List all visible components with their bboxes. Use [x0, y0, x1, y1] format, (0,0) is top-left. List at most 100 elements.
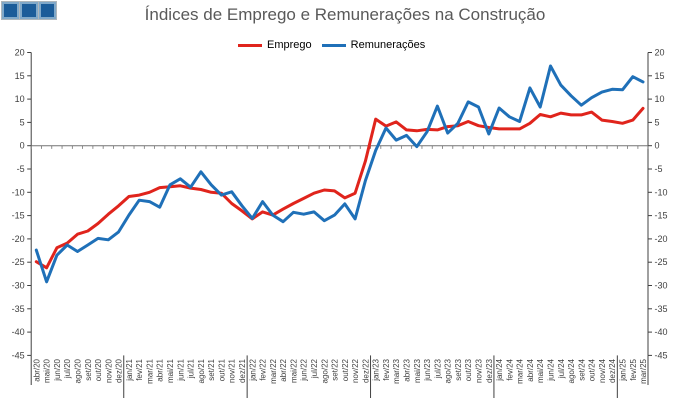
- legend-label-emprego: Emprego: [267, 39, 312, 51]
- x-tick-label: dez/23: [485, 358, 494, 383]
- x-tick-label: mai/20: [43, 358, 52, 383]
- x-tick-label: set/23: [454, 358, 463, 380]
- x-tick-label: out/23: [464, 358, 473, 381]
- logo-square: [20, 2, 38, 19]
- y-tick-label: -35: [12, 304, 25, 314]
- x-tick-label: nov/24: [598, 358, 607, 383]
- y-tick-label: -5: [17, 164, 25, 174]
- chart-legend: Emprego Remunerações: [238, 39, 435, 51]
- y-tick-label: 10: [655, 94, 665, 104]
- x-tick-label: mai/23: [413, 358, 422, 383]
- x-tick-label: mar/22: [269, 358, 278, 383]
- chart-title: Índices de Emprego e Remunerações na Con…: [144, 5, 546, 24]
- x-tick-label: jan/23: [372, 358, 381, 381]
- y-tick-label: -45: [655, 350, 668, 360]
- x-tick-label: jul/22: [310, 358, 319, 379]
- x-tick-label: jul/20: [63, 358, 72, 379]
- y-tick-label: 0: [655, 141, 660, 151]
- logo-square: [38, 2, 56, 19]
- y-tick-label: 15: [15, 71, 25, 81]
- y-tick-label: 20: [15, 48, 25, 58]
- x-tick-label: dez/22: [361, 358, 370, 383]
- x-tick-label: abr/23: [403, 358, 412, 381]
- axes: [27, 52, 652, 356]
- x-tick-label: abr/24: [526, 358, 535, 381]
- x-tick-label: mai/24: [536, 358, 545, 383]
- y-tick-label: 5: [20, 117, 25, 127]
- x-tick-label: abr/22: [279, 358, 288, 381]
- remuneracoes-line-swatch: [321, 43, 346, 47]
- logo-square: [2, 2, 20, 19]
- x-tick-label: nov/23: [475, 358, 484, 383]
- x-tick-label: jan/25: [618, 358, 627, 381]
- x-tick-label: jun/24: [546, 358, 555, 381]
- x-tick-label: fev/24: [505, 358, 514, 380]
- x-tick-label: abr/20: [32, 358, 41, 381]
- y-axis-labels-left: 20 15 10 5 0 -5 -10 -15 -20 -25 -30 -35 -40 -45: [12, 48, 25, 361]
- x-tick-label: dez/21: [238, 358, 247, 383]
- x-tick-label: set/24: [577, 358, 586, 380]
- x-tick-label: jun/23: [423, 358, 432, 381]
- x-tick-label: ago/20: [73, 358, 82, 383]
- y-tick-label: -15: [12, 211, 25, 221]
- y-tick-label: -35: [655, 304, 668, 314]
- x-tick-label: ago/24: [567, 358, 576, 383]
- x-tick-label: nov/20: [104, 358, 113, 383]
- y-tick-label: -40: [12, 327, 25, 337]
- x-tick-label: ago/23: [444, 358, 453, 383]
- series-lines: [34, 64, 645, 284]
- x-tick-label: nov/21: [228, 358, 237, 383]
- y-tick-label: 10: [15, 94, 25, 104]
- x-tick-label: set/21: [207, 358, 216, 380]
- x-tick-label: abr/21: [156, 358, 165, 381]
- x-tick-label: mar/21: [145, 358, 154, 383]
- x-tick-label: fev/21: [135, 358, 144, 380]
- x-tick-label: jul/24: [557, 358, 566, 379]
- x-tick-label: set/20: [84, 358, 93, 380]
- x-tick-label: ago/21: [197, 358, 206, 383]
- year-separators: [30, 355, 649, 398]
- x-tick-label: jun/20: [53, 358, 62, 381]
- x-tick-label: jul/23: [433, 358, 442, 379]
- y-tick-label: 15: [655, 71, 665, 81]
- y-tick-label: 0: [20, 141, 25, 151]
- y-tick-label: -25: [655, 257, 668, 267]
- x-tick-label: fev/23: [382, 358, 391, 380]
- x-tick-label: out/22: [341, 358, 350, 381]
- y-tick-label: -25: [12, 257, 25, 267]
- x-axis-labels: abr/20 mai/20 jun/20 jul/20 ago/20 set/20 out/…: [32, 358, 648, 383]
- x-tick-label: jan/24: [495, 358, 504, 381]
- legend-item-remuneracoes: Remunerações: [321, 39, 425, 51]
- x-tick-label: dez/24: [608, 358, 617, 383]
- y-tick-label: -5: [655, 164, 663, 174]
- y-tick-label: -10: [12, 187, 25, 197]
- y-tick-label: -40: [655, 327, 668, 337]
- y-tick-label: -30: [655, 281, 668, 291]
- x-tick-label: out/20: [94, 358, 103, 381]
- y-tick-label: 5: [655, 117, 660, 127]
- x-tick-label: out/24: [588, 358, 597, 381]
- x-tick-label: mar/25: [639, 358, 648, 383]
- x-tick-label: mar/23: [392, 358, 401, 383]
- x-tick-label: jun/22: [300, 358, 309, 381]
- y-tick-label: -15: [655, 211, 668, 221]
- x-tick-label: jun/21: [176, 358, 185, 381]
- x-tick-label: nov/22: [351, 358, 360, 383]
- x-tick-label: mar/24: [516, 358, 525, 383]
- y-tick-label: 20: [655, 48, 665, 58]
- y-axis-labels-right: 20 15 10 5 0 -5 -10 -15 -20 -25 -30 -35 -40 -45: [655, 48, 668, 361]
- x-tick-label: set/22: [331, 358, 340, 380]
- y-tick-label: -20: [655, 234, 668, 244]
- x-tick-label: jul/21: [187, 358, 196, 379]
- x-tick-label: jan/22: [248, 358, 257, 381]
- y-tick-label: -30: [12, 281, 25, 291]
- y-tick-label: -10: [655, 187, 668, 197]
- grid-logo-icon: [1, 1, 57, 20]
- remuneracoes-line: [34, 64, 645, 284]
- x-tick-label: jan/21: [125, 358, 134, 381]
- y-tick-label: -45: [12, 350, 25, 360]
- emprego-line: [34, 106, 645, 270]
- x-tick-label: mai/21: [166, 358, 175, 383]
